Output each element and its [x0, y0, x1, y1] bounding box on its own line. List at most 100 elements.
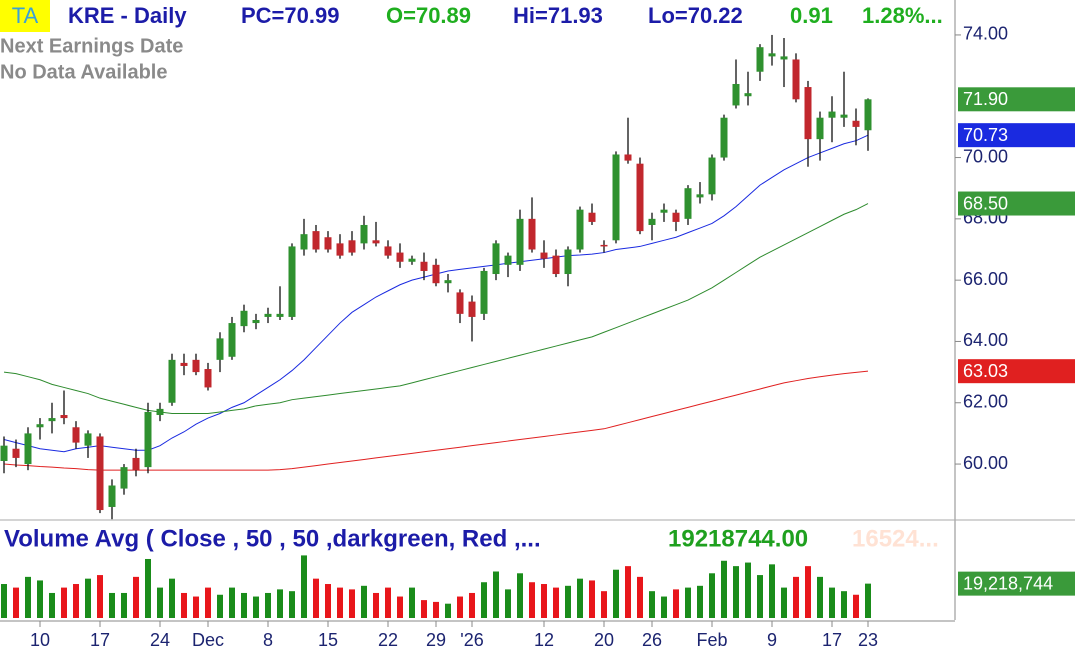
volume-bar [817, 576, 823, 618]
candle-body [96, 436, 104, 511]
x-tick-label: Dec [192, 630, 224, 650]
candle-body [276, 313, 284, 317]
volume-title: Volume Avg ( Close , 50 , 50 ,darkgreen,… [4, 525, 541, 552]
candle-body [264, 313, 272, 317]
volume-bar [613, 569, 619, 618]
volume-bar [121, 592, 127, 618]
prev-close: PC=70.99 [241, 3, 339, 28]
candle-body [780, 56, 788, 60]
candle-body [660, 209, 668, 213]
candle-body [528, 218, 536, 250]
y-tick-label: 70.00 [963, 146, 1008, 166]
candle-body [336, 243, 344, 256]
volume-bar [229, 587, 235, 618]
volume-bar [757, 575, 763, 618]
moving-average [3, 203, 869, 414]
volume-bar [493, 571, 499, 618]
candle-body [36, 424, 44, 428]
change-pct: 1.28%... [862, 3, 943, 28]
volume-bar [313, 578, 319, 618]
candle-body [192, 359, 200, 373]
volume-bar [25, 576, 31, 618]
candle-body [540, 252, 548, 259]
volume-bar [589, 580, 595, 618]
moving-average [3, 370, 869, 471]
volume-bar [205, 587, 211, 618]
ma-flag: 68.50 [963, 193, 1008, 213]
candle-body [348, 240, 356, 253]
candle-body [480, 270, 488, 314]
volume-bar [433, 601, 439, 618]
volume-bar [13, 587, 19, 618]
candle-body [108, 485, 116, 507]
volume-average: 16524... [852, 525, 939, 552]
volume-bar [697, 585, 703, 618]
candle-body [600, 244, 608, 247]
change: 0.91 [790, 3, 833, 28]
candle-body [552, 255, 560, 275]
x-tick-label: 8 [263, 630, 273, 650]
volume-flag-box [958, 571, 1075, 596]
candle-body [324, 237, 332, 250]
candle-body [624, 154, 632, 161]
volume-bar [97, 575, 103, 618]
candle-body [456, 292, 464, 314]
candle-body [396, 252, 404, 262]
volume-bar [553, 587, 559, 618]
moving-average [3, 134, 869, 453]
ma-flag-box [958, 191, 1075, 216]
ma-flag: 63.03 [963, 361, 1008, 381]
candle-body [444, 280, 452, 284]
candle-body [828, 111, 836, 118]
volume-bar [397, 596, 403, 618]
candle-body [252, 319, 260, 324]
x-tick-label: 9 [767, 630, 777, 650]
candle-body [588, 212, 596, 222]
candle-body [576, 209, 584, 250]
candle-body [564, 249, 572, 275]
x-tick-label: 17 [822, 630, 842, 650]
candle-body [744, 93, 752, 97]
volume-bar [109, 592, 115, 618]
candle-body [372, 240, 380, 244]
candle-body [432, 264, 440, 284]
candle-body [48, 418, 56, 422]
candle-body [60, 415, 68, 419]
candle-body [696, 194, 704, 198]
candle-body [144, 411, 152, 468]
y-tick-label: 62.00 [963, 392, 1008, 412]
volume-flag: 19,218,744 [963, 573, 1053, 593]
candle-body [12, 448, 20, 458]
volume-bar [157, 587, 163, 618]
volume-bar [193, 596, 199, 618]
volume-bar [241, 592, 247, 618]
x-tick-label: 12 [534, 630, 554, 650]
volume-bar [145, 558, 151, 618]
candle-body [684, 188, 692, 219]
x-tick-label: 29 [426, 630, 446, 650]
volume-bar [349, 589, 355, 618]
badge: TA [12, 3, 39, 28]
volume-bar [865, 583, 871, 618]
candle-body [0, 445, 8, 461]
volume-bar [781, 587, 787, 618]
volume-bar [385, 587, 391, 618]
volume-bar [301, 555, 307, 618]
candle-body [216, 338, 224, 360]
volume-bar [469, 592, 475, 618]
volume-bar [217, 594, 223, 618]
volume-bar [517, 573, 523, 618]
candle-body [516, 218, 524, 265]
volume-bar [265, 592, 271, 618]
candle-body [180, 362, 188, 366]
price-flag-box [958, 87, 1075, 112]
candle-body [168, 359, 176, 403]
x-tick-label: 20 [594, 630, 614, 650]
volume-bar [565, 585, 571, 618]
volume-bar [37, 580, 43, 618]
volume-bar [673, 589, 679, 618]
candle-body [468, 301, 476, 317]
volume-bar [133, 576, 139, 618]
volume-bar [457, 596, 463, 618]
